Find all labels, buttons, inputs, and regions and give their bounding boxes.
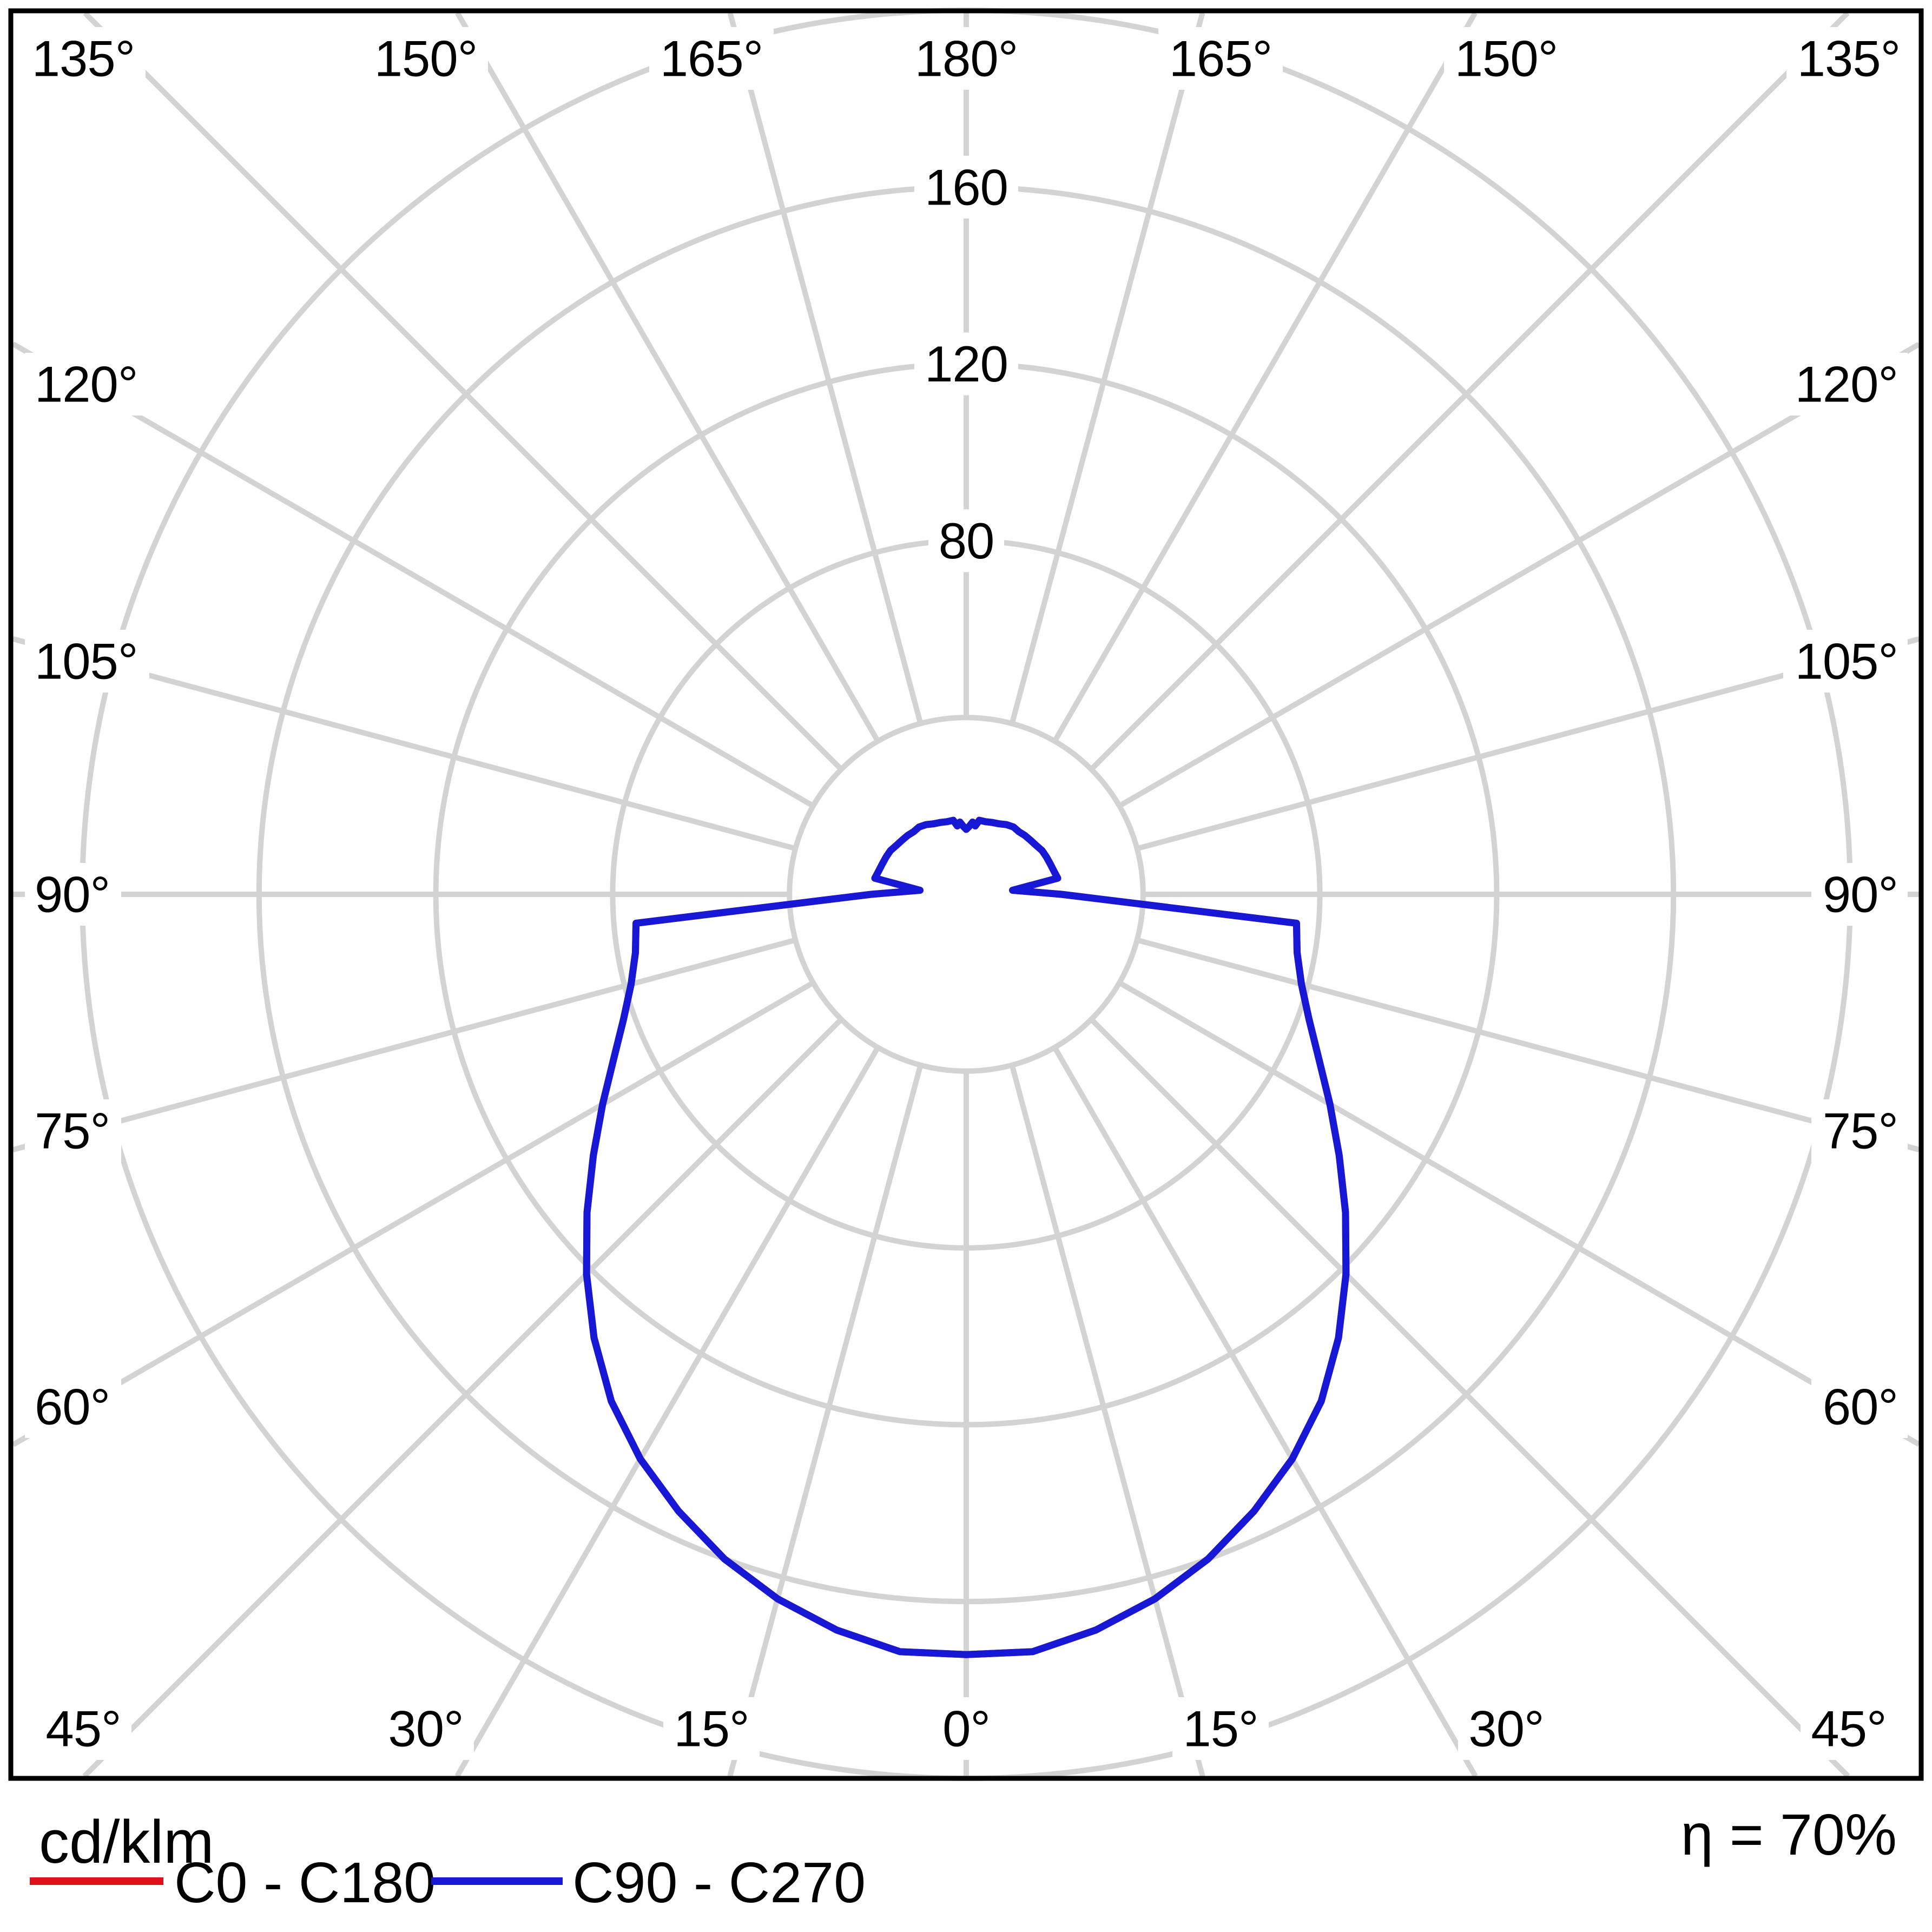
- grid-spoke: [11, 980, 815, 1447]
- grid-spoke: [454, 1046, 880, 1778]
- angle-tick-label-bg: [1783, 353, 1908, 416]
- angle-tick-label: 135°: [32, 30, 135, 87]
- angle-tick-label-bg: [1801, 1697, 1897, 1760]
- angle-tick-label-bg: [1444, 27, 1568, 90]
- grid-spoke: [1118, 980, 1921, 1447]
- angle-tick-label-bg: [1783, 630, 1908, 693]
- angle-tick-label: 45°: [1811, 1700, 1886, 1757]
- angle-tick-label-bg: [25, 1375, 121, 1438]
- grid-spoke: [727, 1064, 924, 1777]
- radial-tick-label-bg: [914, 155, 1018, 219]
- grid-spoke: [11, 341, 815, 808]
- radial-tick-label-bg: [914, 332, 1018, 395]
- radial-tick-label: 160: [925, 159, 1008, 215]
- radial-tick-label-bg: [928, 509, 1004, 572]
- angle-tick-label: 30°: [1468, 1700, 1544, 1757]
- footer: cd/klm C0 - C180 C90 - C270 η = 70%: [30, 1802, 1897, 1915]
- axis-labels: 80 120 160 135° 150° 165° 180° 165° 150° 135° 45° 3…: [21, 27, 1911, 1760]
- grid-spoke: [1052, 1046, 1478, 1778]
- angle-tick-label-bg: [1158, 27, 1283, 90]
- legend-line-c90-icon: [431, 1877, 563, 1885]
- unit-label: cd/klm: [39, 1808, 214, 1876]
- grid-spoke: [455, 11, 880, 743]
- legend-item-c0-c180: C0 - C180: [30, 1851, 436, 1915]
- angle-tick-label: 180°: [915, 30, 1018, 87]
- angle-tick-label: 165°: [1169, 30, 1272, 87]
- angle-tick-label: 75°: [35, 1103, 110, 1159]
- grid-spoke: [1009, 1064, 1205, 1777]
- angle-tick-label-bg: [25, 353, 149, 416]
- legend-label-c90-c270: C90 - C270: [572, 1851, 866, 1915]
- grid-spoke: [82, 1017, 843, 1778]
- grid-spoke: [83, 11, 843, 772]
- angle-tick-label-bg: [1811, 863, 1908, 926]
- angle-tick-label-bg: [378, 1697, 474, 1760]
- legend-label-c0-c180: C0 - C180: [174, 1851, 436, 1915]
- angle-tick-label-bg: [1811, 1375, 1908, 1438]
- grid-spoke: [727, 12, 924, 724]
- angle-tick-label-bg: [649, 27, 774, 90]
- grid-spoke: [1136, 937, 1920, 1152]
- angle-tick-label-bg: [1458, 1697, 1554, 1760]
- angle-tick-label-bg: [25, 630, 149, 693]
- angle-tick-label: 150°: [374, 30, 477, 87]
- angle-tick-label: 165°: [660, 30, 763, 87]
- angle-tick-label-bg: [21, 27, 146, 90]
- efficiency-value: η = 70%: [1681, 1802, 1897, 1867]
- angle-tick-label-bg: [1786, 27, 1911, 90]
- angle-tick-label: 90°: [35, 866, 110, 923]
- grid-spoke: [1052, 11, 1478, 743]
- angle-tick-label-bg: [663, 1697, 760, 1760]
- angle-tick-label: 120°: [35, 356, 137, 413]
- angle-tick-label: 135°: [1797, 30, 1900, 87]
- angle-tick-label-bg: [932, 1697, 1000, 1760]
- angle-tick-label: 105°: [1795, 633, 1898, 690]
- legend-line-c0-icon: [30, 1877, 163, 1885]
- angle-tick-label-bg: [25, 1099, 121, 1162]
- angle-tick-label: 30°: [388, 1700, 463, 1757]
- angle-tick-label: 150°: [1455, 30, 1558, 87]
- grid-spoke: [1089, 11, 1850, 772]
- angle-tick-label-bg: [1811, 1099, 1908, 1162]
- angle-tick-label: 120°: [1795, 356, 1898, 413]
- legend: C0 - C180 C90 - C270: [30, 1851, 866, 1915]
- angle-tick-label: 45°: [45, 1700, 121, 1757]
- radial-tick-label: 80: [939, 512, 994, 569]
- angle-tick-label-bg: [904, 27, 1028, 90]
- intensity-curves: [583, 816, 1350, 1658]
- angle-tick-label: 15°: [674, 1700, 749, 1757]
- grid-spoke: [1118, 341, 1921, 808]
- plot-border: [8, 8, 1924, 1781]
- legend-item-c90-c270: C90 - C270: [431, 1851, 866, 1915]
- grid-spoke: [1089, 1017, 1850, 1778]
- grid-spoke: [1009, 12, 1205, 724]
- angle-tick-label-bg: [1172, 1697, 1269, 1760]
- angle-tick-label-bg: [25, 863, 121, 926]
- angle-tick-label: 75°: [1823, 1103, 1898, 1159]
- curve-c90-c270: [583, 816, 1350, 1658]
- radial-tick-label: 120: [925, 335, 1008, 392]
- angle-tick-label-bg: [364, 27, 488, 90]
- angle-tick-label-bg: [35, 1697, 131, 1760]
- angle-tick-label: 105°: [35, 633, 137, 690]
- angle-tick-label: 0°: [942, 1700, 990, 1757]
- angle-tick-label: 60°: [1823, 1379, 1898, 1435]
- angle-tick-label: 90°: [1823, 866, 1898, 923]
- grid-spoke: [12, 937, 796, 1152]
- angle-tick-label: 60°: [35, 1379, 110, 1435]
- angle-tick-label: 15°: [1183, 1700, 1258, 1757]
